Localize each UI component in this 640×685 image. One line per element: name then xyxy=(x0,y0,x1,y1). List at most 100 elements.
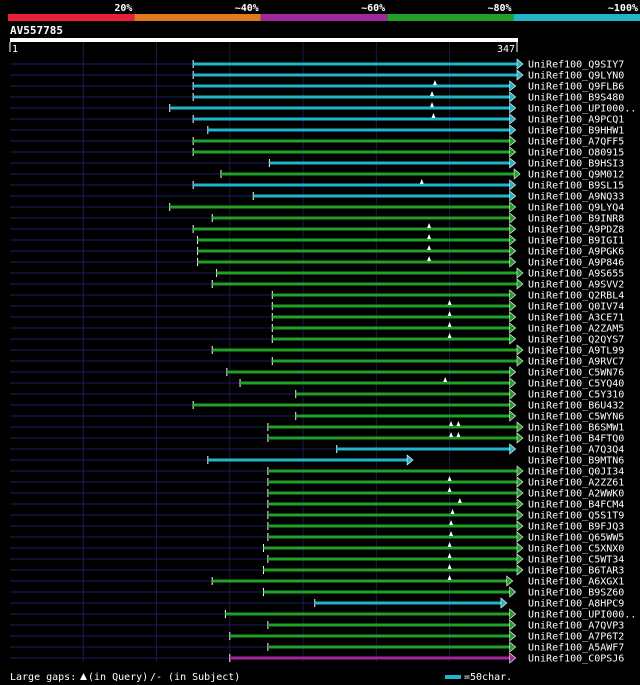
hit-row[interactable]: UniRef100_A2ZAM5 xyxy=(10,322,624,335)
hit-label[interactable]: UniRef100_A3CE71 xyxy=(528,313,624,324)
hit-row[interactable]: UniRef100_A9PDZ8 xyxy=(10,223,624,236)
hit-row[interactable]: UniRef100_B6TAR3 xyxy=(10,564,624,577)
hit-label[interactable]: UniRef100_B6TAR3 xyxy=(528,566,624,577)
hit-row[interactable]: UniRef100_A3CE71 xyxy=(10,311,624,324)
hit-label[interactable]: UniRef100_A2ZAM5 xyxy=(528,324,624,335)
hit-label[interactable]: UniRef100_A9RVC7 xyxy=(528,357,624,368)
hit-label[interactable]: UniRef100_A5AWF7 xyxy=(528,643,624,654)
hit-row[interactable]: UniRef100_C5YQ40 xyxy=(10,377,624,390)
hit-label[interactable]: UniRef100_Q5S1T9 xyxy=(528,511,624,522)
hit-label[interactable]: UniRef100_A9PCQ1 xyxy=(528,115,624,126)
hit-label[interactable]: UniRef100_Q9M012 xyxy=(528,170,624,181)
hit-row[interactable]: UniRef100_A7Q3Q4 xyxy=(10,443,624,456)
hit-row[interactable]: UniRef100_A8HPC9 xyxy=(10,597,624,610)
hit-row[interactable]: UniRef100_B6U432 xyxy=(10,399,624,412)
hit-label[interactable]: UniRef100_Q9SIY7 xyxy=(528,60,624,71)
hit-row[interactable]: UniRef100_B4FCM4 xyxy=(10,498,624,511)
hit-label[interactable]: UniRef100_C5WT34 xyxy=(528,555,624,566)
hit-label[interactable]: UniRef100_Q2QYS7 xyxy=(528,335,624,346)
hit-label[interactable]: UniRef100_A7P6T2 xyxy=(528,632,624,643)
hit-row[interactable]: UniRef100_Q9M012 xyxy=(10,168,624,181)
hit-label[interactable]: UniRef100_B9FJQ3 xyxy=(528,522,624,533)
hit-label[interactable]: UniRef100_B9MTN6 xyxy=(528,456,624,467)
hit-label[interactable]: UniRef100_A9PDZ8 xyxy=(528,225,624,236)
hit-row[interactable]: UniRef100_C5XNX0 xyxy=(10,542,624,555)
hit-row[interactable]: UniRef100_B9HSI3 xyxy=(10,157,624,170)
hit-label[interactable]: UniRef100_A9NQ33 xyxy=(528,192,624,203)
hit-label[interactable]: UniRef100_A7Q3Q4 xyxy=(528,445,624,456)
hit-row[interactable]: UniRef100_Q0JI34 xyxy=(10,465,624,478)
hit-row[interactable]: UniRef100_Q5S1T9 xyxy=(10,509,624,522)
hit-label[interactable]: UniRef100_C5YQ40 xyxy=(528,379,624,390)
hit-label[interactable]: UniRef100_A2WWK0 xyxy=(528,489,624,500)
hit-row[interactable]: UniRef100_A5AWF7 xyxy=(10,641,624,654)
hit-row[interactable]: UniRef100_A9SVV2 xyxy=(10,278,624,291)
hit-row[interactable]: UniRef100_Q9FLB6 xyxy=(10,80,624,93)
hit-row[interactable]: UniRef100_A9P846 xyxy=(10,256,624,269)
hit-row[interactable]: UniRef100_Q9LYQ4 xyxy=(10,201,624,214)
hit-row[interactable]: UniRef100_A6XGX1 xyxy=(10,575,624,588)
hit-label[interactable]: UniRef100_Q0IV74 xyxy=(528,302,624,313)
hit-row[interactable]: UniRef100_B9S480 xyxy=(10,91,624,104)
hit-label[interactable]: UniRef100_Q9LYQ4 xyxy=(528,203,624,214)
hit-label[interactable]: UniRef100_C5WYN6 xyxy=(528,412,624,423)
hit-label[interactable]: UniRef100_A7QVP3 xyxy=(528,621,624,632)
hit-row[interactable]: UniRef100_UPI000.. xyxy=(10,608,636,621)
hit-row[interactable]: UniRef100_B9INR8 xyxy=(10,212,624,225)
hit-label[interactable]: UniRef100_B9IGI1 xyxy=(528,236,624,247)
hit-row[interactable]: UniRef100_A2ZZ61 xyxy=(10,476,624,489)
hit-label[interactable]: UniRef100_B4FTQ0 xyxy=(528,434,624,445)
hit-label[interactable]: UniRef100_A9TL99 xyxy=(528,346,624,357)
hit-label[interactable]: UniRef100_A9PGK6 xyxy=(528,247,624,258)
hit-label[interactable]: UniRef100_B6U432 xyxy=(528,401,624,412)
hit-row[interactable]: UniRef100_Q2QYS7 xyxy=(10,333,624,346)
hit-label[interactable]: UniRef100_A9SVV2 xyxy=(528,280,624,291)
hit-row[interactable]: UniRef100_C5WT34 xyxy=(10,553,624,566)
hit-row[interactable]: UniRef100_B6SMW1 xyxy=(10,421,624,434)
hit-label[interactable]: UniRef100_Q0JI34 xyxy=(528,467,624,478)
hit-row[interactable]: UniRef100_B9HHW1 xyxy=(10,124,624,137)
hit-label[interactable]: UniRef100_B9HHW1 xyxy=(528,126,624,137)
hit-label[interactable]: UniRef100_Q2RBL4 xyxy=(528,291,624,302)
hit-label[interactable]: UniRef100_A9P846 xyxy=(528,258,624,269)
hit-row[interactable]: UniRef100_A7P6T2 xyxy=(10,630,624,643)
hit-row[interactable]: UniRef100_C0PSJ6 xyxy=(10,652,624,665)
hit-row[interactable]: UniRef100_B9SL15 xyxy=(10,179,624,192)
hit-label[interactable]: UniRef100_B9HSI3 xyxy=(528,159,624,170)
hit-row[interactable]: UniRef100_Q65WW5 xyxy=(10,531,624,544)
hit-label[interactable]: UniRef100_Q9LYN0 xyxy=(528,71,624,82)
hit-row[interactable]: UniRef100_C5WYN6 xyxy=(10,410,624,423)
hit-row[interactable]: UniRef100_O80915 xyxy=(10,146,624,159)
hit-row[interactable]: UniRef100_A9S655 xyxy=(10,267,624,280)
hit-row[interactable]: UniRef100_A2WWK0 xyxy=(10,487,624,500)
hit-label[interactable]: UniRef100_Q65WW5 xyxy=(528,533,624,544)
hit-label[interactable]: UniRef100_Q9FLB6 xyxy=(528,82,624,93)
hit-row[interactable]: UniRef100_Q9LYN0 xyxy=(10,69,624,82)
hit-row[interactable]: UniRef100_A7QFF5 xyxy=(10,135,624,148)
hit-label[interactable]: UniRef100_O80915 xyxy=(528,148,624,159)
hit-row[interactable]: UniRef100_B9MTN6 xyxy=(10,454,624,467)
hit-row[interactable]: UniRef100_C5Y310 xyxy=(10,388,624,401)
hit-row[interactable]: UniRef100_A9NQ33 xyxy=(10,190,624,203)
hit-label[interactable]: UniRef100_B6SMW1 xyxy=(528,423,624,434)
hit-row[interactable]: UniRef100_Q9SIY7 xyxy=(10,58,624,71)
hit-row[interactable]: UniRef100_B9IGI1 xyxy=(10,234,624,247)
hit-label[interactable]: UniRef100_B9S480 xyxy=(528,93,624,104)
hit-label[interactable]: UniRef100_C5WN76 xyxy=(528,368,624,379)
hit-label[interactable]: UniRef100_C5Y310 xyxy=(528,390,624,401)
hit-label[interactable]: UniRef100_C0PSJ6 xyxy=(528,654,624,665)
hit-row[interactable]: UniRef100_A9RVC7 xyxy=(10,355,624,368)
hit-row[interactable]: UniRef100_Q2RBL4 xyxy=(10,289,624,302)
hit-label[interactable]: UniRef100_A6XGX1 xyxy=(528,577,624,588)
hit-row[interactable]: UniRef100_C5WN76 xyxy=(10,366,624,379)
hit-label[interactable]: UniRef100_B4FCM4 xyxy=(528,500,624,511)
hit-row[interactable]: UniRef100_A9TL99 xyxy=(10,344,624,357)
hit-row[interactable]: UniRef100_A7QVP3 xyxy=(10,619,624,632)
hit-label[interactable]: UniRef100_UPI000.. xyxy=(528,104,636,115)
hit-row[interactable]: UniRef100_A9PCQ1 xyxy=(10,113,624,126)
hit-row[interactable]: UniRef100_UPI000.. xyxy=(10,102,636,115)
hit-label[interactable]: UniRef100_A7QFF5 xyxy=(528,137,624,148)
hit-label[interactable]: UniRef100_B9INR8 xyxy=(528,214,624,225)
hit-label[interactable]: UniRef100_UPI000.. xyxy=(528,610,636,621)
hit-row[interactable]: UniRef100_Q0IV74 xyxy=(10,300,624,313)
